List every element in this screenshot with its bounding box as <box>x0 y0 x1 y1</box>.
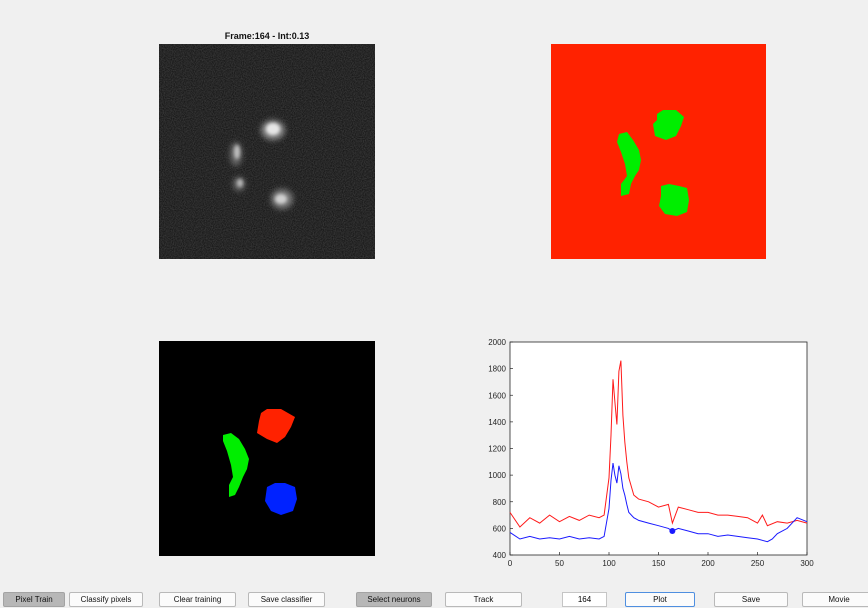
classification-map[interactable] <box>551 44 766 259</box>
save-classifier-button[interactable]: Save classifier <box>248 592 325 607</box>
foreground-class-regions <box>617 110 689 216</box>
clear-training-button[interactable]: Clear training <box>159 592 236 607</box>
y-tick-label: 2000 <box>488 338 506 347</box>
neuron-red-region[interactable] <box>257 409 295 443</box>
background-class-region <box>551 44 766 259</box>
y-tick-label: 1400 <box>488 418 506 427</box>
x-tick-label: 300 <box>800 559 814 568</box>
x-tick-label: 0 <box>508 559 513 568</box>
y-tick-label: 600 <box>493 524 507 533</box>
x-tick-label: 250 <box>751 559 765 568</box>
frame-number-input[interactable] <box>562 592 607 607</box>
x-tick-label: 100 <box>602 559 616 568</box>
classify-pixels-button[interactable]: Classify pixels <box>69 592 143 607</box>
y-tick-label: 400 <box>493 551 507 560</box>
y-tick-label: 1800 <box>488 365 506 374</box>
x-tick-label: 50 <box>555 559 564 568</box>
y-tick-label: 1600 <box>488 391 506 400</box>
movie-button[interactable]: Movie <box>802 592 868 607</box>
neuron-blue-region[interactable] <box>265 483 297 515</box>
trace-line-blue <box>509 463 808 543</box>
x-tick-label: 150 <box>652 559 666 568</box>
neuron-label-map[interactable] <box>159 341 375 556</box>
trace-line-red <box>509 360 808 528</box>
pixel-train-toggle[interactable]: Pixel Train <box>3 592 65 607</box>
save-button[interactable]: Save <box>714 592 788 607</box>
select-neurons-toggle[interactable]: Select neurons <box>356 592 432 607</box>
frame-title: Frame:164 - Int:0.13 <box>224 31 310 41</box>
intensity-trace-chart[interactable]: 0 50 100 150 200 250 300 400 600 800 1000 1200 1400 1… <box>470 336 820 576</box>
y-tick-label: 1000 <box>488 471 506 480</box>
current-frame-marker <box>669 528 676 535</box>
plot-area <box>509 341 808 556</box>
y-tick-label: 1200 <box>488 445 506 454</box>
x-tick-label: 200 <box>701 559 715 568</box>
neuron-green-region[interactable] <box>223 433 249 497</box>
track-button[interactable]: Track <box>445 592 522 607</box>
plot-button[interactable]: Plot <box>625 592 695 607</box>
y-tick-label: 800 <box>493 498 507 507</box>
raw-frame-image[interactable] <box>159 44 375 259</box>
